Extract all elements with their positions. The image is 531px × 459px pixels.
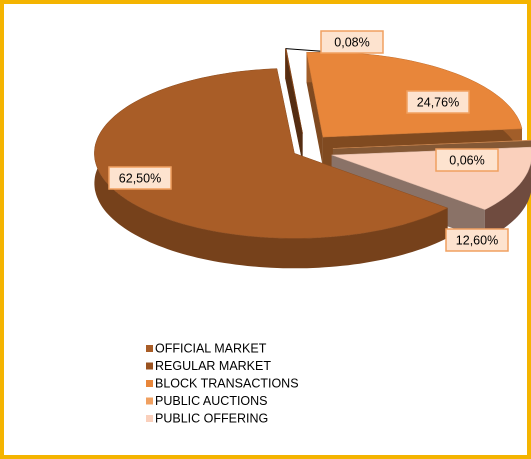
legend-label: REGULAR MARKET [155, 359, 271, 373]
data-label-box [435, 148, 499, 172]
legend-label: OFFICIAL MARKET [155, 341, 267, 355]
data-label-box [108, 166, 172, 190]
slice-top [332, 139, 531, 149]
legend-swatch [146, 362, 153, 370]
slice-top [94, 68, 449, 239]
slice [284, 48, 303, 164]
data-label: 24,76% [417, 95, 459, 109]
legend-label: PUBLIC AUCTIONS [155, 394, 268, 408]
slice-side [285, 48, 287, 79]
legend-label: BLOCK TRANSACTIONS [155, 376, 299, 390]
slice-side [484, 147, 531, 240]
data-label-box [445, 228, 509, 252]
data-label-box [320, 30, 384, 54]
slice [94, 68, 449, 269]
legend-swatch [146, 345, 153, 352]
legend-swatch [146, 397, 153, 405]
data-label: 62,50% [119, 171, 161, 185]
slice-side [94, 68, 448, 269]
data-label-box [406, 90, 470, 114]
legend-swatch [146, 415, 153, 422]
legend-swatch [146, 380, 153, 387]
legend-label: PUBLIC OFFERING [155, 411, 268, 425]
data-label: 12,60% [456, 233, 498, 247]
data-label: 0,08% [334, 35, 369, 49]
data-label: 0,06% [449, 153, 484, 167]
slice-edge [286, 48, 303, 164]
